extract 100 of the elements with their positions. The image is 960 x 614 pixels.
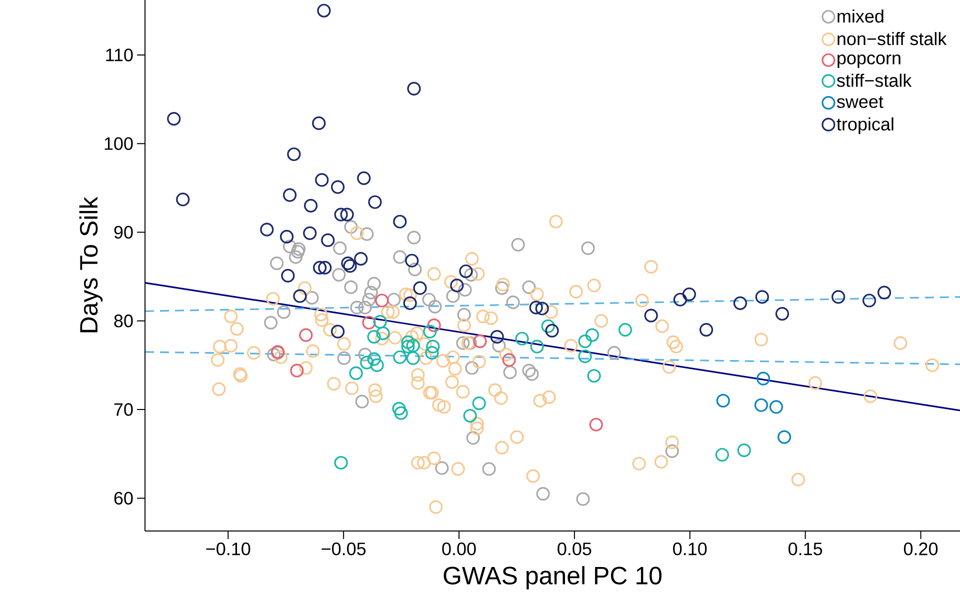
point [375,294,389,308]
point [408,262,422,276]
point [682,288,696,302]
point [312,116,326,130]
point [281,268,295,282]
point [312,260,327,275]
point [387,292,401,306]
point [775,307,790,321]
point [334,208,348,222]
y-tick-label: 70 [114,403,133,416]
point [267,348,281,362]
point [393,214,407,228]
point [541,319,555,334]
point [457,308,471,322]
x-tick-label: 0.20 [904,542,938,556]
point [393,350,407,364]
point [360,227,374,241]
point [515,332,529,346]
point [287,147,301,162]
point [585,328,600,342]
point [607,346,621,360]
point [506,295,520,310]
y-tick-label: 100 [104,137,133,150]
point [330,180,345,194]
point [581,241,595,256]
point [360,356,374,370]
point [358,348,372,362]
point [303,226,317,240]
x-tick-label: 0.15 [788,542,822,556]
point [367,352,381,366]
point [321,233,335,248]
point [435,461,449,475]
point [425,346,439,360]
point [318,260,332,275]
y-tick-label: 60 [114,492,133,505]
legend-label: stiff−stalk [836,74,912,87]
point [270,256,284,270]
point [167,112,181,126]
point [392,402,406,416]
point [370,358,384,372]
point [276,305,291,319]
point [401,340,415,354]
point [576,492,590,506]
point [334,456,348,470]
point [755,290,769,304]
point [280,230,294,244]
point [716,394,730,408]
point [587,369,601,383]
point [737,444,751,458]
point [260,222,274,236]
point [482,462,496,476]
point [362,316,376,330]
point [333,241,347,256]
point [354,252,368,266]
point [535,302,549,316]
point [357,171,371,185]
point [466,431,480,445]
point [589,418,603,432]
point [832,290,846,304]
point [349,366,363,380]
point [355,394,369,408]
point [293,289,307,303]
point [299,328,313,342]
point [367,276,381,290]
point [472,396,486,410]
point [503,366,517,380]
x-tick-label: 0.00 [442,542,476,556]
point [545,324,559,338]
point [315,173,329,187]
point [495,281,509,295]
point [778,430,792,444]
x-tick-label: 0.10 [673,542,707,556]
point [754,398,768,412]
legend-label: sweet [836,96,884,108]
legend-label: tropical [836,117,894,134]
point [282,188,297,202]
point [317,4,331,18]
point [406,351,420,365]
point [332,268,346,282]
point [446,289,460,303]
point [618,322,632,337]
legend-label: non−stiff stalk [838,32,947,46]
y-tick-label: 80 [114,314,133,328]
x-tick-label: 0.05 [558,542,592,556]
point [529,300,543,314]
point [290,364,304,378]
point [373,314,387,329]
point [463,408,477,423]
legend-label: popcorn [838,54,900,68]
point [304,198,318,212]
point [343,259,357,273]
legend-label: mixed [838,9,884,23]
point [492,338,506,353]
point [350,300,364,314]
point [715,448,730,462]
point [176,192,190,206]
point [699,322,714,337]
point [423,324,437,338]
point [292,242,306,256]
point [490,330,504,344]
